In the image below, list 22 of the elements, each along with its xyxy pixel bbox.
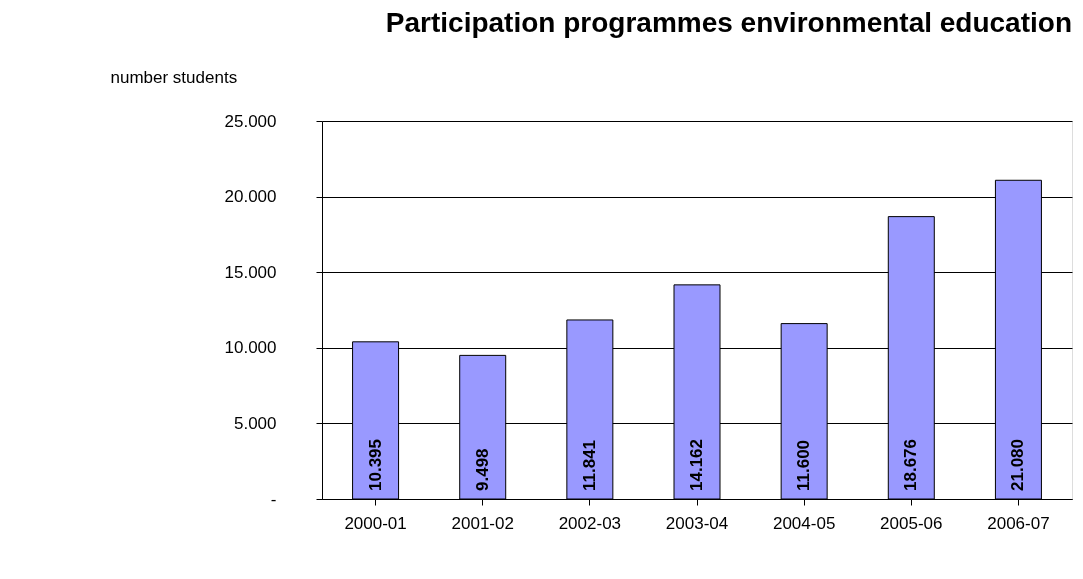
x-tick-label: 2006-07 <box>987 513 1050 533</box>
data-label: 14.162 <box>687 439 706 491</box>
data-label: 11.841 <box>579 439 599 491</box>
x-tick-label: 2005-06 <box>880 513 943 533</box>
y-tick-label: 25.000 <box>224 111 277 131</box>
data-label: 11.600 <box>794 439 814 491</box>
x-tick-label: 2004-05 <box>772 513 836 533</box>
chart-title: Participation programmes environmental education <box>385 7 1072 38</box>
x-tick-label: 2001-02 <box>451 513 514 533</box>
y-tick-label: 20.000 <box>224 187 277 207</box>
data-label: 9.498 <box>472 448 492 491</box>
x-tick-label: 2003-04 <box>665 513 729 533</box>
y-tick-label: 5.000 <box>233 413 277 433</box>
y-tick-label: 15.000 <box>224 262 277 282</box>
x-tick-label: 2002-03 <box>558 513 622 533</box>
x-tick-label: 2000-01 <box>344 513 407 533</box>
y-tick-label: - <box>270 489 277 509</box>
data-label: 21.080 <box>1008 439 1028 491</box>
data-label: 10.395 <box>365 439 385 491</box>
y-tick-label: 10.000 <box>224 338 277 358</box>
data-label: 18.676 <box>901 439 921 491</box>
y-axis-title: number students <box>110 67 238 87</box>
